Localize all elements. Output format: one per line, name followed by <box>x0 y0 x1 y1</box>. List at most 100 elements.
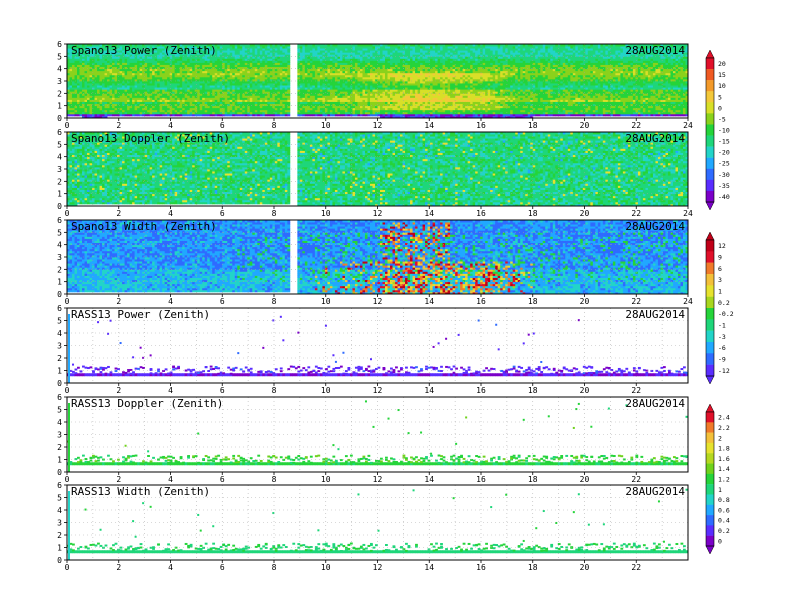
heatmap-cell <box>380 85 383 88</box>
heatmap-cell <box>134 72 138 76</box>
heatmap-cell <box>169 113 173 117</box>
heatmap-cell <box>249 60 253 63</box>
heatmap-cell <box>254 85 258 88</box>
heatmap-cell <box>97 56 100 59</box>
heatmap-cell <box>124 83 128 86</box>
heatmap-cell <box>217 83 221 86</box>
heatmap-cell <box>139 56 143 59</box>
heatmap-cell <box>354 52 358 55</box>
heatmap-cell <box>267 74 271 78</box>
heatmap-cell <box>287 87 291 90</box>
heatmap-cell <box>387 76 391 80</box>
heatmap-cell <box>99 115 103 118</box>
heatmap-cell <box>199 64 203 68</box>
heatmap-cell <box>69 95 73 98</box>
heatmap-cell <box>282 74 286 78</box>
heatmap-cell <box>352 46 356 49</box>
heatmap-cell <box>137 109 141 113</box>
heatmap-cell <box>237 66 241 70</box>
heatmap-cell <box>142 103 146 107</box>
heatmap-cell <box>237 91 241 94</box>
heatmap-cell <box>387 54 391 57</box>
heatmap-cell <box>369 44 373 47</box>
heatmap-cell <box>400 99 403 102</box>
heatmap-cell <box>182 103 186 107</box>
heatmap-cell <box>114 72 118 76</box>
heatmap-cell <box>117 111 120 115</box>
heatmap-cell <box>369 109 373 113</box>
heatmap-cell <box>415 62 418 65</box>
heatmap-cell <box>262 54 266 57</box>
heatmap-cell <box>94 83 98 86</box>
heatmap-cell <box>72 113 75 117</box>
heatmap-cell <box>149 113 153 117</box>
heatmap-cell <box>207 93 211 96</box>
heatmap-cell <box>222 68 226 72</box>
heatmap-cell <box>314 103 318 107</box>
heatmap-cell <box>164 72 168 76</box>
heatmap-cell <box>420 50 423 53</box>
heatmap-cell <box>422 113 426 117</box>
heatmap-cell <box>229 111 233 115</box>
heatmap-cell <box>184 109 188 113</box>
heatmap-cell <box>347 83 351 86</box>
heatmap-cell <box>420 89 423 92</box>
heatmap-cell <box>347 113 351 117</box>
heatmap-cell <box>402 97 406 100</box>
heatmap-cell <box>259 46 263 49</box>
heatmap-cell <box>119 87 123 90</box>
heatmap-cell <box>369 97 373 100</box>
heatmap-cell <box>324 103 328 107</box>
heatmap-cell <box>415 74 418 78</box>
heatmap-cell <box>104 46 108 49</box>
heatmap-cell <box>132 46 135 49</box>
heatmap-cell <box>327 50 331 53</box>
heatmap-cell <box>99 109 103 113</box>
heatmap-cell <box>407 46 411 49</box>
heatmap-cell <box>79 99 83 102</box>
heatmap-cell <box>372 95 376 98</box>
heatmap-cell <box>400 70 403 74</box>
heatmap-cell <box>312 107 316 111</box>
heatmap-cell <box>380 103 383 107</box>
heatmap-cell <box>144 62 148 65</box>
heatmap-cell <box>369 113 373 117</box>
heatmap-cell <box>420 76 423 80</box>
heatmap-cell <box>139 66 143 70</box>
heatmap-cell <box>77 83 80 86</box>
heatmap-cell <box>107 95 110 98</box>
heatmap-cell <box>284 48 288 51</box>
heatmap-cell <box>259 95 263 98</box>
heatmap-cell <box>322 54 326 57</box>
heatmap-cell <box>187 113 191 117</box>
heatmap-cell <box>314 56 318 59</box>
heatmap-cell <box>322 95 326 98</box>
heatmap-cell <box>102 66 105 70</box>
heatmap-cell <box>347 103 351 107</box>
heatmap-cell <box>77 50 80 53</box>
heatmap-cell <box>207 109 211 113</box>
heatmap-cell <box>269 72 273 76</box>
heatmap-cell <box>192 109 196 113</box>
heatmap-cell <box>380 115 383 118</box>
heatmap-cell <box>194 68 198 72</box>
heatmap-cell <box>244 54 248 57</box>
heatmap-cell <box>402 76 406 80</box>
heatmap-cell <box>189 89 193 92</box>
heatmap-cell <box>425 60 428 63</box>
heatmap-cell <box>244 97 248 100</box>
heatmap-cell <box>214 91 218 94</box>
heatmap-cell <box>367 60 371 63</box>
heatmap-cell <box>274 111 278 115</box>
heatmap-cell <box>144 58 148 61</box>
heatmap-cell <box>209 70 213 74</box>
heatmap-cell <box>199 74 203 78</box>
heatmap-cell <box>99 89 103 92</box>
heatmap-cell <box>124 105 128 109</box>
heatmap-cell <box>237 60 241 63</box>
heatmap-cell <box>395 95 398 98</box>
heatmap-cell <box>402 64 406 68</box>
heatmap-cell <box>242 93 246 96</box>
heatmap-cell <box>354 58 358 61</box>
heatmap-cell <box>349 56 353 59</box>
